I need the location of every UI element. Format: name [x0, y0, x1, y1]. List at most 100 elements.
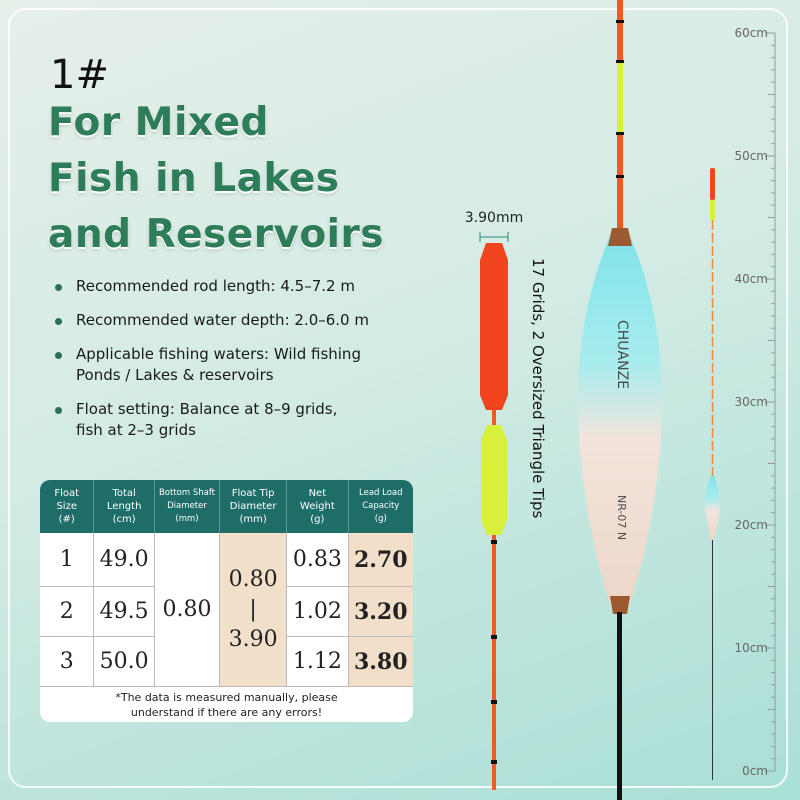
band — [491, 700, 497, 704]
band — [616, 20, 624, 23]
title: For Mixed Fish in Lakes and Reservoirs — [48, 95, 384, 263]
bullet: Applicable fishing waters: Wild fishing P… — [52, 344, 442, 386]
row: 1 49.0 0.80 0.80 | 3.90 0.83 2.70 — [40, 533, 413, 687]
small-float: 3.90mm 17 Grids, 2 Oversized Triangle Ti… — [465, 210, 547, 790]
red-tip — [710, 168, 715, 200]
cell: 1 — [40, 533, 95, 587]
band — [491, 635, 497, 639]
h: (g) — [374, 514, 387, 524]
cell: 0.83 — [287, 533, 349, 587]
cap — [610, 596, 630, 614]
h: Weight — [299, 501, 335, 512]
cell: 3 — [40, 637, 95, 687]
h: (cm) — [112, 514, 136, 525]
cell: 2.70 — [348, 533, 413, 587]
row: 3 50.0 1.12 3.80 — [40, 637, 413, 687]
header-cell: Lead Load Capacity (g) — [348, 480, 413, 533]
bullet: Recommended rod length: 4.5–7.2 m — [52, 276, 442, 297]
bulb — [578, 232, 662, 610]
bullet-text: Recommended rod length: 4.5–7.2 m — [76, 277, 355, 295]
ruler-label: 10cm — [734, 641, 768, 655]
big-float: CHUANZE NR-07 N — [578, 0, 662, 800]
cap — [608, 228, 632, 246]
bullet-list: Recommended rod length: 4.5–7.2 m Recomm… — [52, 276, 442, 454]
model: NR-07 N — [615, 495, 628, 540]
header-cell: Net Weight (g) — [287, 480, 349, 533]
ruler-label: 60cm — [734, 26, 768, 40]
t: 0.80 — [228, 566, 278, 592]
band — [491, 540, 497, 544]
h: Float — [54, 488, 80, 499]
h: (#) — [58, 514, 75, 525]
n: *The data is measured manually, please — [115, 690, 338, 704]
h: (mm) — [239, 514, 267, 525]
spec-table: Float Size (#) Total Length (cm) Bottom Shaf… — [40, 480, 413, 722]
stem — [617, 612, 622, 800]
title-line: For Mixed — [48, 100, 269, 145]
bullet: Float setting: Balance at 8–9 grids, fish… — [52, 399, 442, 441]
h: Lead Load — [359, 488, 403, 498]
cell: 49.0 — [94, 533, 155, 587]
cell: 1.12 — [287, 637, 349, 687]
note: *The data is measured manually, please un… — [40, 687, 413, 722]
stem — [492, 400, 496, 790]
h: Bottom Shaft — [158, 488, 215, 498]
h: Length — [106, 501, 142, 512]
far-float — [705, 168, 720, 780]
ruler-label: 0cm — [742, 764, 768, 778]
red-tip — [480, 243, 508, 410]
float-size: 1# — [50, 52, 109, 98]
ruler-label: 40cm — [734, 272, 768, 286]
row: 2 49.5 1.02 3.20 — [40, 587, 413, 637]
bullet: Recommended water depth: 2.0–6.0 m — [52, 310, 442, 331]
cell: 3.80 — [348, 637, 413, 687]
band — [616, 132, 624, 135]
cell: 3.20 — [348, 587, 413, 637]
h: Net — [308, 488, 327, 499]
h: Capacity — [362, 501, 400, 511]
header-cell: Float Tip Diameter (mm) — [220, 480, 288, 533]
header-row: Float Size (#) Total Length (cm) Bottom Shaf… — [40, 480, 413, 533]
bullet-text: Ponds / Lakes & reservoirs — [76, 366, 274, 384]
ruler: 60cm 50cm 40cm 30cm 20cm 10cm 0cm — [734, 26, 776, 778]
tip-caption: 17 Grids, 2 Oversized Triangle Tips — [529, 258, 547, 519]
bulb — [705, 476, 720, 540]
header-cell: Total Length (cm) — [94, 480, 155, 533]
band — [616, 60, 624, 63]
cell: 1.02 — [287, 587, 349, 637]
cell: 0.80 | 3.90 — [220, 533, 288, 687]
title-line: and Reservoirs — [48, 212, 384, 257]
h: Diameter — [229, 501, 277, 512]
band — [617, 62, 623, 132]
header-cell: Float Size (#) — [40, 480, 95, 533]
green-tip — [710, 200, 715, 220]
bullet-text: Recommended water depth: 2.0–6.0 m — [76, 311, 369, 329]
h: Total — [112, 488, 136, 499]
ruler-label: 50cm — [734, 149, 768, 163]
cell: 0.80 — [154, 533, 221, 687]
cell: 49.5 — [94, 587, 155, 637]
n: understand if there are any errors! — [130, 705, 323, 719]
band — [491, 760, 497, 764]
header-cell: Bottom Shaft Diameter (mm) — [154, 480, 221, 533]
cell: 2 — [40, 587, 95, 637]
bullet-text: Float setting: Balance at 8–9 grids, — [76, 400, 338, 418]
ruler-label: 20cm — [734, 518, 768, 532]
bullet-text: Applicable fishing waters: Wild fishing — [76, 345, 361, 363]
brand: CHUANZE — [614, 320, 630, 389]
h: Float Tip — [231, 488, 275, 499]
tip-width: 3.90mm — [465, 210, 523, 226]
frame — [8, 8, 788, 788]
title-line: Fish in Lakes — [48, 156, 340, 201]
green-tip — [481, 425, 507, 535]
h: Size — [56, 501, 77, 512]
note-row: *The data is measured manually, please un… — [40, 687, 413, 722]
t: | — [249, 596, 257, 622]
cell: 50.0 — [94, 637, 155, 687]
t: 3.90 — [228, 626, 278, 652]
bullet-text: fish at 2–3 grids — [76, 421, 196, 439]
h: (mm) — [175, 514, 199, 524]
band — [616, 175, 624, 178]
